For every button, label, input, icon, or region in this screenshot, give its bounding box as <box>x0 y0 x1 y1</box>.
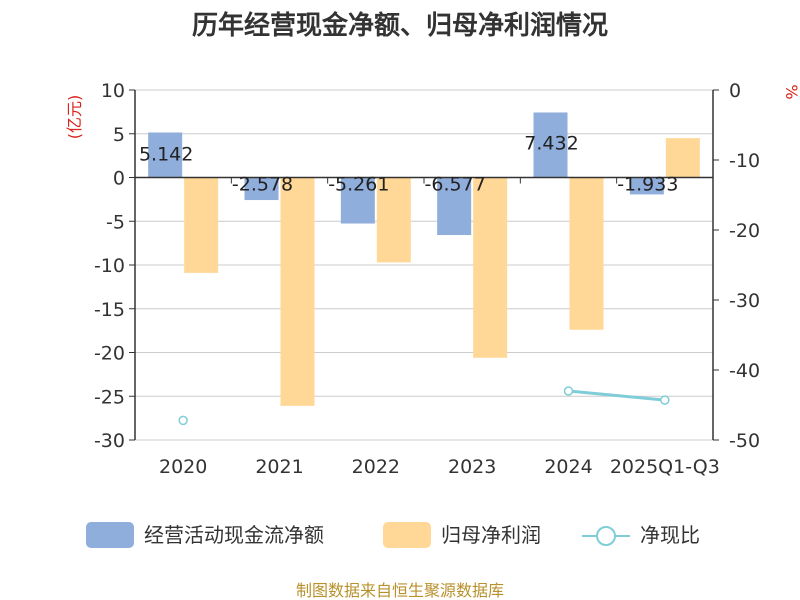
data-label-cashflow: -2.578 <box>232 174 293 196</box>
bar-cashflow <box>340 177 375 224</box>
left-tick-label: -25 <box>94 386 125 408</box>
x-tick-label: 2022 <box>352 456 400 478</box>
right-tick-label: -10 <box>729 150 760 172</box>
left-tick-label: -10 <box>94 255 125 277</box>
left-tick-label: 0 <box>113 168 125 190</box>
bar-profit <box>280 177 315 406</box>
bar-profit <box>376 177 411 263</box>
legend-swatch-cashflow <box>86 522 134 548</box>
x-tick-label: 2021 <box>255 456 303 478</box>
bar-profit <box>665 138 700 178</box>
legend-label-cashflow: 经营活动现金流净额 <box>144 523 324 547</box>
bar-cashflow <box>533 112 568 178</box>
ratio-point <box>178 415 188 426</box>
legend-swatch-profit <box>383 522 431 548</box>
bar-profit <box>473 177 508 358</box>
left-tick-label: -30 <box>94 430 125 452</box>
ratio-line <box>178 386 670 426</box>
right-tick-label: -20 <box>729 220 760 242</box>
x-tick-label: 2023 <box>448 456 496 478</box>
right-tick-label: -50 <box>729 430 760 452</box>
left-tick-label: 10 <box>101 80 125 102</box>
right-tick-label: -40 <box>729 360 760 382</box>
ratio-point <box>563 386 574 396</box>
bars <box>148 112 700 406</box>
data-labels: 5.142 -2.578 -5.261 -6.577 7.432 -1.933 <box>139 132 678 195</box>
bar-profit <box>569 177 604 330</box>
right-axis-unit: % <box>782 84 800 99</box>
left-tick-label: -20 <box>94 343 125 365</box>
left-tick-label: -15 <box>94 299 125 321</box>
left-tick-label: 5 <box>113 124 125 146</box>
right-tick-label: 0 <box>729 80 741 102</box>
chart-title: 历年经营现金净额、归母净利润情况 <box>192 10 608 41</box>
legend-label-profit: 归母净利润 <box>441 523 541 547</box>
gridlines <box>135 89 713 441</box>
data-label-cashflow: 5.142 <box>139 144 193 166</box>
left-axis-unit: (亿元) <box>65 95 84 140</box>
data-label-cashflow: 7.432 <box>524 132 578 154</box>
data-label-cashflow: -6.577 <box>425 174 486 196</box>
ratio-point <box>660 395 670 405</box>
bar-cashflow <box>629 177 664 195</box>
bar-cashflow <box>437 177 472 236</box>
ratio-line-segment <box>568 389 665 402</box>
data-label-cashflow: -1.933 <box>617 174 678 196</box>
data-label-cashflow: -5.261 <box>328 174 389 196</box>
bar-cashflow <box>148 132 183 178</box>
x-tick-label: 2024 <box>544 456 592 478</box>
source-note: 制图数据来自恒生聚源数据库 <box>296 581 504 600</box>
bar-profit <box>184 177 219 273</box>
bar-cashflow <box>244 177 279 201</box>
right-tick-label: -30 <box>729 290 760 312</box>
legend-label-ratio: 净现比 <box>640 523 700 547</box>
legend: 经营活动现金流净额 归母净利润 净现比 <box>86 522 700 548</box>
axes: 10 5 0 -5 -10 -15 -20 -25 -30 0 -10 -20 -30 -40 -50 202… <box>94 80 760 478</box>
x-tick-label: 2025Q1-Q3 <box>610 456 720 478</box>
legend-marker-ratio <box>596 526 616 546</box>
left-tick-label: -5 <box>106 211 125 233</box>
x-tick-label: 2020 <box>159 456 207 478</box>
